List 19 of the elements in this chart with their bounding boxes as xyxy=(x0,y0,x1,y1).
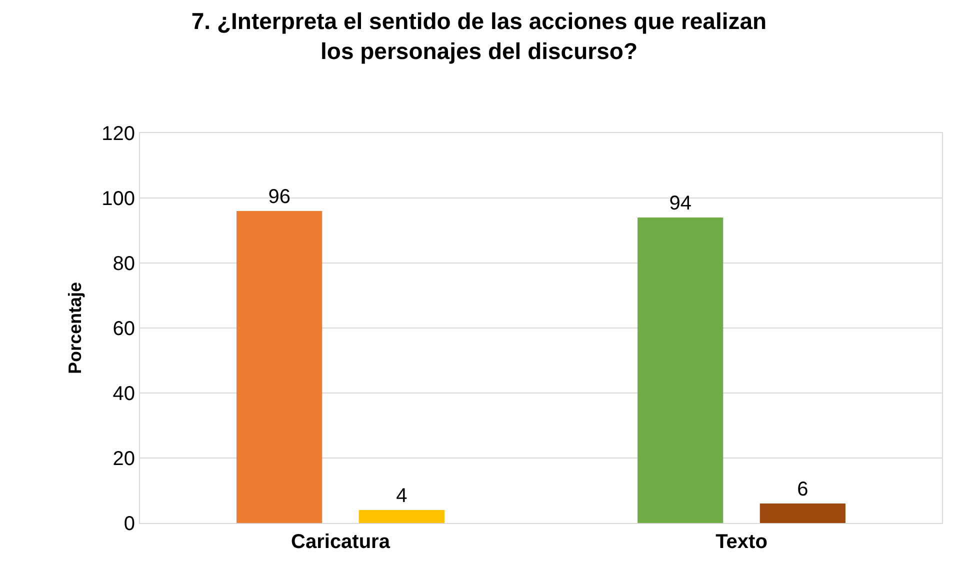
y-tick-label: 100 xyxy=(102,188,135,210)
bar xyxy=(638,218,724,523)
data-label: 6 xyxy=(797,478,808,500)
y-tick-label: 40 xyxy=(112,383,135,405)
bar xyxy=(236,211,322,523)
y-tick-label: 20 xyxy=(112,448,135,470)
x-tick-label: Texto xyxy=(716,531,768,553)
y-tick-label: 80 xyxy=(112,253,135,275)
y-tick-label: 60 xyxy=(112,318,135,340)
y-tick-label: 0 xyxy=(124,513,135,535)
y-axis-title: Porcentaje xyxy=(64,282,85,374)
x-tick-label: Caricatura xyxy=(291,531,391,553)
data-label: 94 xyxy=(669,192,692,214)
bar xyxy=(358,510,444,523)
data-label: 4 xyxy=(396,485,408,507)
data-label: 96 xyxy=(268,186,290,208)
chart-title: 7. ¿Interpreta el sentido de las acciones que realizan los personajes del discurso? xyxy=(191,8,767,64)
bar xyxy=(760,504,846,523)
y-tick-label: 120 xyxy=(102,123,135,145)
